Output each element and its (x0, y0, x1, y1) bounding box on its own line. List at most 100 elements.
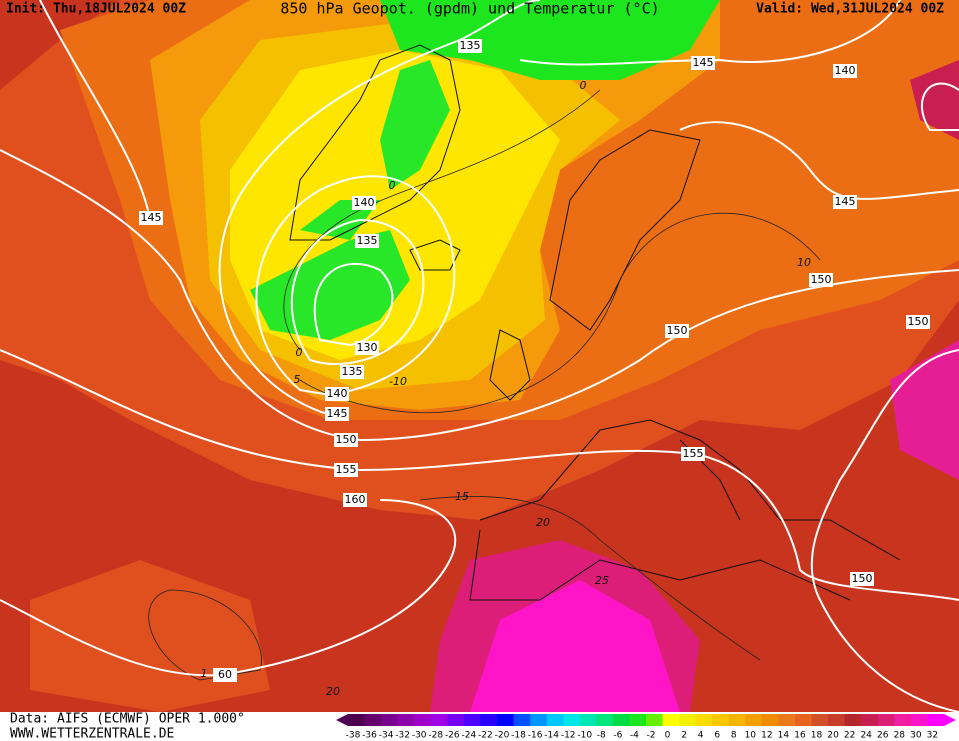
label-box (352, 196, 376, 210)
label-box (139, 211, 163, 225)
colorbar-label: -14 (544, 731, 559, 741)
geopotential-label: 150 (908, 315, 929, 328)
temperature-label: 25 (595, 574, 609, 587)
geopotential-label: 155 (336, 463, 357, 476)
label-box (850, 572, 874, 586)
temperature-label: 0 (296, 346, 303, 359)
colorbar-swatch (348, 714, 366, 726)
colorbar-label: 28 (894, 731, 906, 741)
temperature-label: 0 (389, 179, 396, 192)
label-box (334, 463, 358, 477)
geopotential-label: 145 (141, 211, 162, 224)
colorbar-label: -28 (428, 731, 443, 741)
colorbar-label: -18 (511, 731, 526, 741)
label-box (809, 273, 833, 287)
geopotential-label: 60 (218, 668, 232, 681)
colorbar-swatch (811, 714, 829, 726)
colorbar-swatch (894, 714, 912, 726)
geopotential-label: 135 (460, 39, 481, 52)
label-box (213, 668, 237, 682)
colorbar-label: -24 (462, 731, 477, 741)
colorbar-swatch (828, 714, 846, 726)
colorbar-swatch (877, 714, 895, 726)
geopotential-label: 140 (354, 196, 375, 209)
colorbar-swatch (579, 714, 597, 726)
colorbar-swatch (662, 714, 680, 726)
colorbar-swatch (761, 714, 779, 726)
colorbar-swatch (910, 714, 928, 726)
colorbar-label: -34 (379, 731, 394, 741)
init-time: Init: Thu,18JUL2024 00Z (6, 2, 186, 17)
colorbar-swatch (497, 714, 515, 726)
label-box (458, 39, 482, 53)
colorbar-swatch (612, 714, 630, 726)
map-title: 850 hPa Geopot. (gpdm) und Temperatur (°… (280, 0, 659, 18)
colorbar-swatch (381, 714, 399, 726)
colorbar-swatch (795, 714, 813, 726)
geopotential-label: 140 (327, 387, 348, 400)
geopotential-label: 160 (345, 493, 366, 506)
geopotential-label: 145 (835, 195, 856, 208)
map-background (0, 0, 959, 712)
colorbar-label: 32 (927, 731, 938, 741)
colorbar-label: -30 (412, 731, 427, 741)
temperature-label: 5 (294, 373, 301, 386)
geopotential-label: 140 (835, 64, 856, 77)
colorbar-label: -36 (362, 731, 377, 741)
colorbar-label: -6 (613, 731, 622, 741)
colorbar-swatch (629, 714, 647, 726)
colorbar-swatch (728, 714, 746, 726)
colorbar-swatch (447, 714, 465, 726)
temperature-label: -10 (389, 375, 407, 388)
colorbar-label: 30 (910, 731, 922, 741)
temperature-label: 20 (536, 516, 550, 529)
colorbar-label: 18 (811, 731, 823, 741)
colorbar-label: 8 (731, 731, 737, 741)
geopotential-label: 135 (357, 234, 378, 247)
colorbar-swatch (364, 714, 382, 726)
label-box (325, 407, 349, 421)
colorbar-swatch (430, 714, 448, 726)
coastlines (289, 44, 901, 601)
colorbar-swatch (397, 714, 415, 726)
colorbar-swatch (927, 714, 945, 726)
colorbar-label: 0 (665, 731, 671, 741)
temperature-label: 20 (326, 685, 340, 698)
colorbar-label: -10 (577, 731, 592, 741)
label-box (833, 64, 857, 78)
colorbar-swatch (679, 714, 697, 726)
label-box (325, 387, 349, 401)
colorbar-label: -16 (528, 731, 543, 741)
colorbar-swatch (861, 714, 879, 726)
label-box (340, 365, 364, 379)
colorbar-label: -22 (478, 731, 493, 741)
colorbar-label: 4 (698, 731, 704, 741)
label-box (343, 493, 367, 507)
colorbar-label: 10 (745, 731, 757, 741)
geopotential-label: 150 (811, 273, 832, 286)
colorbar-swatch (513, 714, 531, 726)
colorbar-arrow-left (336, 714, 348, 726)
colorbar-swatch (844, 714, 862, 726)
colorbar-label: 12 (761, 731, 772, 741)
temperature-isolines (148, 89, 821, 681)
label-box (355, 234, 379, 248)
colorbar-label: -4 (630, 731, 639, 741)
colorbar-label: -38 (346, 731, 361, 741)
geopotential-isolines (0, 0, 959, 677)
colorbar-swatch (414, 714, 432, 726)
colorbar-swatch (712, 714, 730, 726)
colorbar-label: 2 (681, 731, 687, 741)
colorbar-label: 22 (844, 731, 855, 741)
colorbar-swatch (745, 714, 763, 726)
colorbar-swatch (546, 714, 564, 726)
colorbar-swatch (646, 714, 664, 726)
label-box (681, 447, 705, 461)
colorbar-swatch (463, 714, 481, 726)
valid-time: Valid: Wed,31JUL2024 00Z (756, 2, 944, 17)
geopotential-label: 150 (667, 324, 688, 337)
data-source: Data: AIFS (ECMWF) OPER 1.000° (10, 712, 245, 727)
geopotential-labels: 1351451401401351451451501501501301351401… (139, 39, 930, 682)
